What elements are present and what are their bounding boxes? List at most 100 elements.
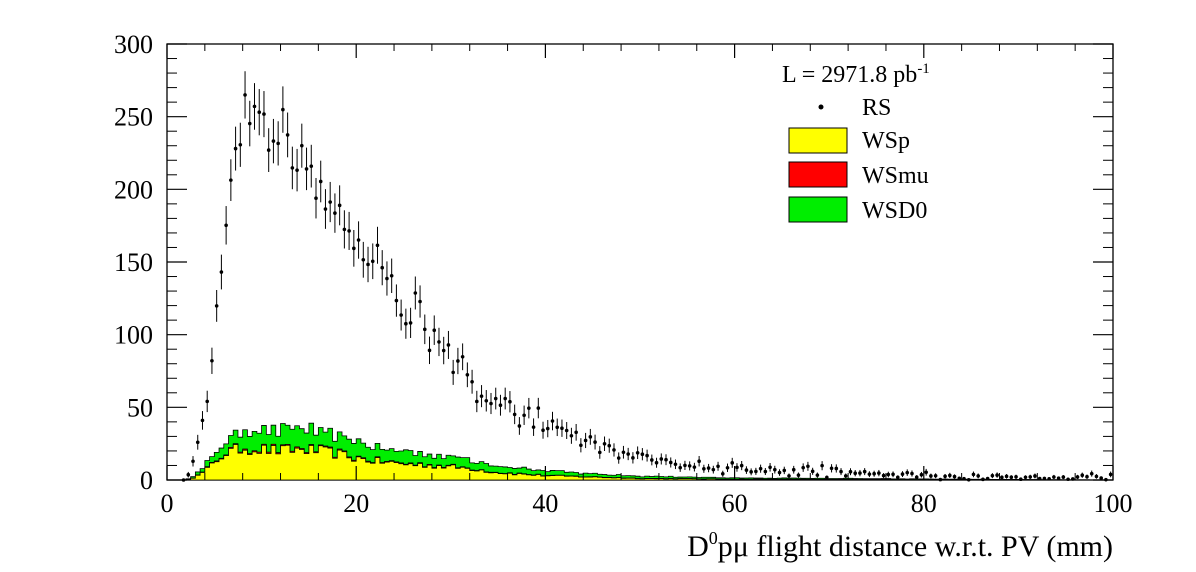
- rs-point: [1089, 470, 1094, 477]
- rs-point: [295, 148, 299, 192]
- rs-point: [777, 469, 782, 476]
- rs-point: [848, 468, 853, 476]
- rs-point: [1023, 475, 1028, 480]
- rs-point: [281, 86, 285, 133]
- rs-point: [763, 467, 768, 476]
- rs-point: [361, 241, 366, 278]
- rs-data-points: [181, 71, 1113, 482]
- rs-point: [1056, 476, 1061, 480]
- rs-point: [739, 461, 744, 471]
- rs-point: [1070, 477, 1075, 481]
- rs-point: [309, 144, 314, 188]
- rs-point: [825, 475, 829, 480]
- rs-point: [404, 308, 408, 339]
- rs-point: [966, 477, 971, 482]
- rs-point: [725, 463, 730, 472]
- rs-point: [579, 438, 583, 453]
- x-tick-label: 0: [161, 489, 174, 518]
- rs-point: [886, 471, 891, 478]
- rs-point: [446, 330, 451, 359]
- rs-point: [508, 391, 512, 413]
- rs-point: [489, 392, 493, 415]
- rs-point: [475, 390, 479, 413]
- rs-point: [541, 421, 545, 439]
- rs-point: [796, 472, 801, 478]
- rs-point: [735, 463, 739, 472]
- rs-point: [839, 468, 843, 476]
- rs-point: [1009, 475, 1014, 480]
- rs-point: [829, 464, 834, 473]
- rs-point: [593, 434, 597, 450]
- rs-point: [659, 453, 664, 465]
- rs-point: [352, 229, 356, 267]
- rs-point: [810, 467, 815, 475]
- rs-point: [1061, 475, 1066, 480]
- rs-point: [697, 455, 701, 467]
- rs-point: [597, 446, 602, 459]
- rs-point: [981, 477, 985, 482]
- rs-point: [867, 471, 872, 478]
- luminosity-label: L = 2971.8 pb-1: [782, 61, 930, 88]
- rs-point: [550, 411, 555, 431]
- rs-point: [1075, 474, 1080, 480]
- rs-point: [527, 397, 531, 419]
- rs-point: [602, 436, 607, 452]
- rs-point: [583, 432, 588, 449]
- x-axis-title-rest: pμ flight distance w.r.t. PV (mm): [718, 530, 1113, 563]
- rs-point: [985, 476, 990, 481]
- rs-point: [252, 83, 257, 130]
- rs-point: [957, 476, 962, 481]
- rs-point: [460, 343, 465, 371]
- rs-point: [342, 210, 347, 249]
- rs-point: [1066, 477, 1070, 482]
- rs-point: [787, 473, 791, 479]
- rs-point: [370, 243, 375, 280]
- legend-entry-wsp: WSp: [788, 127, 910, 154]
- legend-swatch-wsp: [788, 127, 848, 154]
- rs-point: [588, 428, 593, 445]
- rs-point: [730, 457, 735, 468]
- rs-point: [1047, 476, 1051, 481]
- rs-point: [314, 177, 318, 219]
- rs-point: [801, 463, 805, 472]
- rs-point: [929, 473, 933, 479]
- rs-point: [711, 465, 716, 474]
- rs-point: [673, 459, 678, 470]
- rs-point: [1018, 477, 1023, 481]
- rs-point: [924, 468, 928, 476]
- rs-point: [900, 471, 905, 478]
- rs-point: [224, 206, 228, 245]
- rs-point: [186, 471, 191, 478]
- rs-point: [749, 468, 753, 476]
- rs-point: [479, 385, 484, 408]
- rs-point: [285, 112, 290, 158]
- rs-point: [243, 71, 247, 119]
- rs-point: [323, 189, 328, 229]
- rs-point: [328, 181, 332, 223]
- rs-point: [498, 394, 503, 416]
- rs-point: [683, 460, 687, 471]
- rs-point: [214, 289, 219, 322]
- rs-point: [555, 418, 560, 437]
- rs-point: [233, 126, 238, 171]
- rs-point: [1004, 474, 1009, 479]
- rs-point: [895, 475, 900, 480]
- rs-point: [914, 475, 919, 480]
- rs-point: [238, 122, 243, 167]
- rs-point: [564, 422, 569, 439]
- rs-point: [300, 123, 304, 168]
- rs-point: [290, 146, 295, 190]
- rs-point: [437, 327, 441, 357]
- rs-point: [1014, 474, 1018, 479]
- rs-point: [768, 462, 772, 472]
- rs-point: [1094, 474, 1099, 479]
- rs-point: [262, 91, 266, 138]
- rs-point: [512, 404, 517, 425]
- x-tick-label: 40: [532, 489, 558, 518]
- rs-point: [408, 307, 413, 338]
- rs-point: [1028, 474, 1033, 479]
- x-tick-label: 60: [722, 489, 748, 518]
- luminosity-sup: -1: [917, 61, 930, 77]
- rs-point: [645, 449, 649, 462]
